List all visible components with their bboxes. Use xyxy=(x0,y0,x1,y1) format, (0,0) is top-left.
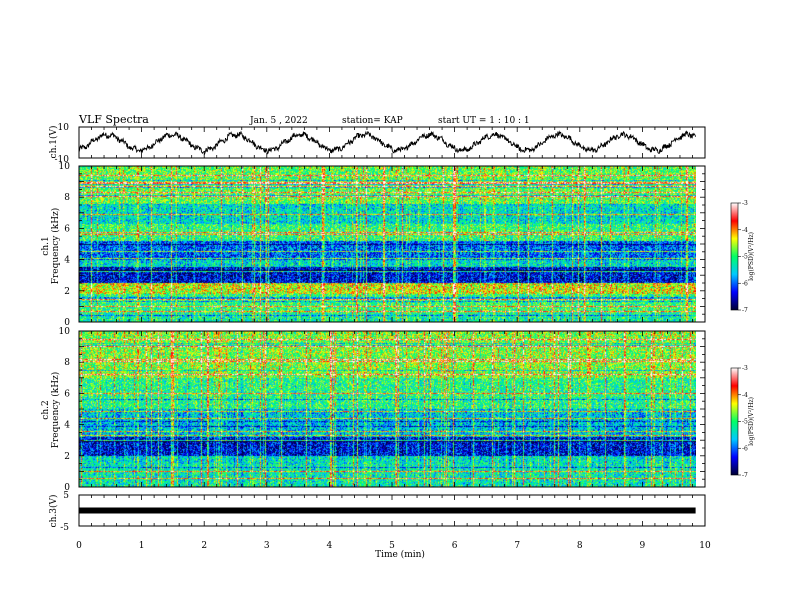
ch1-waveform-ytick-bottom: -10 xyxy=(55,155,70,165)
x-tick-label: 7 xyxy=(514,541,520,551)
ch2-spectrogram-panel: ch.2 Frequency (kHz) xyxy=(41,330,706,488)
ch1-waveform-panel: ch.1(V) 10 -10 xyxy=(48,123,706,165)
y-tick-label: 4 xyxy=(64,421,70,431)
x-tick-label: 6 xyxy=(452,541,458,551)
y-tick-label: 2 xyxy=(64,287,70,297)
ch1-spectrogram-ylabel: Frequency (kHz) xyxy=(50,208,61,285)
y-tick-label: 10 xyxy=(59,327,71,337)
ch1-waveform-line xyxy=(78,130,696,156)
colorbar-label: log(PSD)(V²/Hz) xyxy=(748,397,755,446)
x-tick-label: 2 xyxy=(201,541,207,551)
figure-title: VLF Spectra xyxy=(78,113,149,126)
y-tick-label: 10 xyxy=(59,162,71,172)
y-tick-label: 2 xyxy=(64,452,70,462)
colorbar-tick-label: -6 xyxy=(742,280,748,287)
station-label: station= KAP xyxy=(342,116,403,126)
colorbar-scale xyxy=(730,202,739,311)
colorbar-tick-label: -7 xyxy=(742,307,748,314)
colorbar-tick-label: -3 xyxy=(742,200,748,207)
colorbars: -3 -4 -5 -6 -7 log(PSD)(V²/Hz) -3 -4 -5 -6 -7 log(P… xyxy=(730,200,755,479)
colorbar-tick-label: -5 xyxy=(742,419,748,426)
ch2-spectrogram-ylabel: Frequency (kHz) xyxy=(50,372,61,449)
y-tick-label: 0 xyxy=(64,318,70,328)
ch2-spectrogram-channel-label: ch.2 xyxy=(41,400,51,419)
ch3-level-panel: ch.3(V) 5 -5 xyxy=(48,491,706,533)
date-label: Jan. 5 , 2022 xyxy=(249,116,308,126)
start-time-label: start UT = 1 : 10 : 1 xyxy=(438,116,530,126)
x-tick-label: 10 xyxy=(699,541,711,551)
ch3-ytick-bottom: -5 xyxy=(60,523,69,533)
ch1-spectrogram-panel: ch.1 Frequency (kHz) xyxy=(41,165,706,323)
ch3-level-ylabel: ch.3(V) xyxy=(48,495,59,528)
colorbar-tick-label: -4 xyxy=(742,392,748,399)
colorbar-tick-label: -5 xyxy=(742,254,748,261)
ch1-spectrogram-channel-label: ch.1 xyxy=(41,236,51,255)
x-tick-label: 4 xyxy=(327,541,333,551)
y-tick-label: 0 xyxy=(64,483,70,493)
ch1-waveform-ytick-top: 10 xyxy=(58,123,70,133)
colorbar-tick-label: -4 xyxy=(742,227,748,234)
y-tick-label: 8 xyxy=(64,358,70,368)
colorbar-tick-label: -6 xyxy=(742,445,748,452)
colorbar-label: log(PSD)(V²/Hz) xyxy=(748,232,755,281)
x-tick-label: 3 xyxy=(264,541,270,551)
ch1-spectrogram-image xyxy=(79,166,696,322)
x-axis-label: Time (min) xyxy=(375,549,425,560)
y-tick-label: 8 xyxy=(64,193,70,203)
colorbar-scale xyxy=(730,367,739,476)
ch2-spectrogram-image xyxy=(79,331,696,487)
y-tick-label: 6 xyxy=(64,224,70,234)
y-tick-label: 4 xyxy=(64,256,70,266)
ch1-waveform-ylabel: ch.1(V) xyxy=(48,126,59,159)
colorbar-tick-label: -3 xyxy=(742,365,748,372)
x-tick-label: 1 xyxy=(139,541,145,551)
ch3-level-bar xyxy=(79,507,696,514)
x-tick-label: 8 xyxy=(577,541,583,551)
x-tick-label: 5 xyxy=(389,541,395,551)
x-tick-label: 9 xyxy=(640,541,646,551)
y-tick-label: 6 xyxy=(64,389,70,399)
ch3-ytick-top: 5 xyxy=(63,491,69,501)
colorbar-tick-label: -7 xyxy=(742,472,748,479)
x-tick-label: 0 xyxy=(76,541,82,551)
